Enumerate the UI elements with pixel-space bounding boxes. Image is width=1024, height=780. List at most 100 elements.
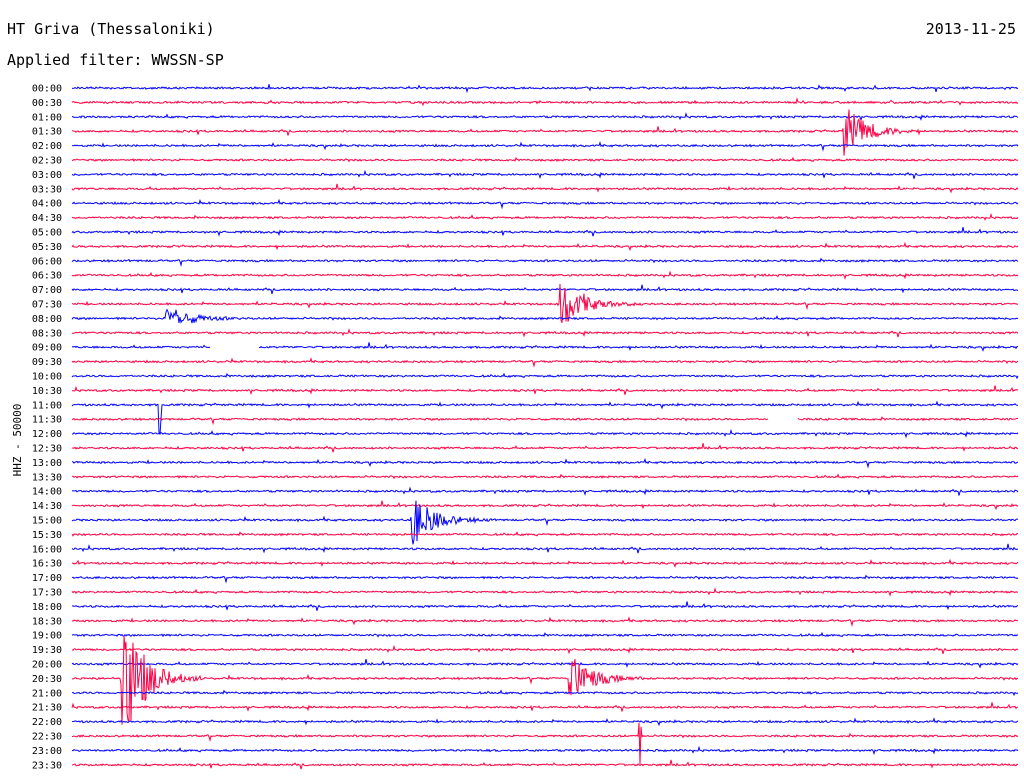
trace-line [72,473,1019,480]
trace-line [71,500,1019,545]
tick-label: 21:30 [32,703,62,714]
tick-label: 11:30 [32,415,62,426]
tick-label: 02:30 [32,156,62,167]
trace-line [71,717,1019,727]
tick-label: 09:00 [32,343,62,354]
tick-label: 21:00 [32,688,62,699]
trace-line [71,284,1019,295]
tick-label: 13:30 [32,472,62,483]
tick-label: 23:30 [32,760,62,771]
tick-label: 01:00 [32,112,62,123]
trace-line [71,722,1019,765]
tick-label: 03:00 [32,170,62,181]
tick-label: 14:30 [32,501,62,512]
tick-labels-group: 00:00 00:30 01:00 01:30 02:00 02:30 03:00 03:30… [32,84,62,772]
trace-line [71,658,1019,669]
trace-line [71,574,1019,584]
tick-label: 07:00 [32,285,62,296]
tick-label: 13:00 [32,458,62,469]
trace-line [71,270,1019,280]
tick-label: 15:30 [32,530,62,541]
trace-line [71,308,1019,324]
tick-label: 01:30 [32,127,62,138]
trace-line [71,486,1019,496]
trace-line [71,457,1019,469]
trace-line [71,644,1019,655]
trace-line [71,372,1019,380]
trace-line [71,141,1019,152]
trace-line [71,689,1019,697]
station-title: HT Griva (Thessaloniki) [7,20,215,38]
trace-line [71,109,1019,156]
trace-line [71,442,1019,453]
trace-line [71,500,1019,511]
trace-line [71,112,1019,122]
trace-line [71,702,1019,712]
tick-label: 06:00 [32,256,62,267]
tick-label: 11:00 [32,400,62,411]
trace-line [71,416,1019,426]
tick-label: 07:30 [32,300,62,311]
trace-line [71,84,1019,94]
trace-line [71,257,1019,267]
trace-line [71,241,1019,252]
trace-line [71,530,1019,537]
tick-label: 14:00 [32,487,62,498]
tick-label: 06:30 [32,271,62,282]
traces-group [71,84,1019,770]
tick-label: 03:30 [32,184,62,195]
record-date: 2013-11-25 [925,20,1016,38]
filter-label: Applied filter: WWSSN-SP [7,51,224,69]
tick-label: 08:00 [32,314,62,325]
tick-label: 12:30 [32,444,62,455]
trace-line [71,558,1019,568]
tick-label: 08:30 [32,328,62,339]
tick-label: 00:00 [32,84,62,95]
tick-label: 19:30 [32,645,62,656]
trace-line [71,587,1019,597]
tick-label: 17:00 [32,573,62,584]
trace-line [71,183,1019,194]
tick-label: 18:30 [32,616,62,627]
trace-line [71,226,1019,237]
trace-line [71,97,1019,107]
tick-label: 00:30 [32,98,62,109]
tick-label: 16:30 [32,559,62,570]
tick-label: 20:00 [32,660,62,671]
trace-line [71,169,1019,180]
tick-label: 05:00 [32,228,62,239]
tick-label: 17:30 [32,588,62,599]
tick-label: 23:00 [32,746,62,757]
trace-line [71,745,1019,756]
trace-line [71,342,1019,352]
trace-line [71,759,1019,770]
tick-label: 15:00 [32,516,62,527]
trace-line [71,198,1019,210]
tick-label: 16:00 [32,544,62,555]
trace-line [71,283,1019,323]
trace-line [71,357,1019,368]
trace-line [71,635,1018,725]
trace-line [71,156,1019,163]
tick-label: 04:30 [32,213,62,224]
tick-label: 05:30 [32,242,62,253]
tick-label: 04:00 [32,199,62,210]
tick-label: 09:30 [32,357,62,368]
tick-label: 10:30 [32,386,62,397]
tick-label: 10:00 [32,372,62,383]
trace-line [71,400,1019,435]
trace-line [71,631,1019,638]
tick-label: 18:00 [32,602,62,613]
tick-label: 19:00 [32,631,62,642]
trace-line [72,328,1019,338]
trace-line [72,385,1019,396]
trace-line [71,543,1018,554]
trace-line [71,601,1019,611]
tick-label: 02:00 [32,141,62,152]
trace-line [71,428,1019,439]
tick-label: 20:30 [32,674,62,685]
trace-line [72,616,1019,627]
tick-label: 12:00 [32,429,62,440]
tick-label: 22:30 [32,732,62,743]
